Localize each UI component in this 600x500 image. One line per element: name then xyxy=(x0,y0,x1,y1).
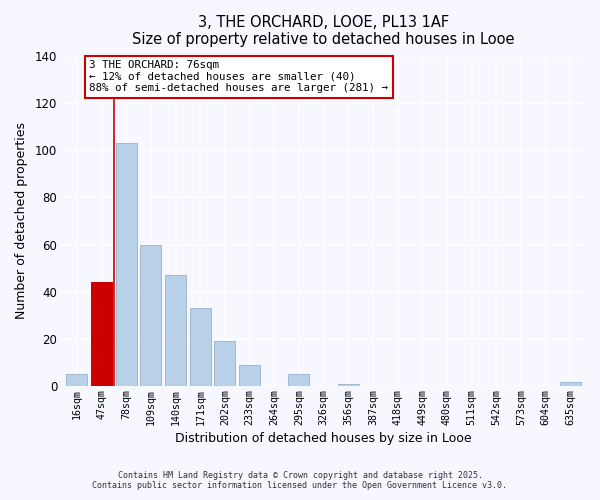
Bar xyxy=(239,365,260,386)
Bar xyxy=(165,275,186,386)
Bar xyxy=(289,374,310,386)
Bar xyxy=(91,282,112,387)
X-axis label: Distribution of detached houses by size in Looe: Distribution of detached houses by size … xyxy=(175,432,472,445)
Text: 3 THE ORCHARD: 76sqm
← 12% of detached houses are smaller (40)
88% of semi-detac: 3 THE ORCHARD: 76sqm ← 12% of detached h… xyxy=(89,60,388,94)
Bar xyxy=(140,244,161,386)
Y-axis label: Number of detached properties: Number of detached properties xyxy=(15,122,28,320)
Bar xyxy=(560,382,581,386)
Bar xyxy=(338,384,359,386)
Bar xyxy=(190,308,211,386)
Bar xyxy=(67,374,88,386)
Bar xyxy=(214,342,235,386)
Title: 3, THE ORCHARD, LOOE, PL13 1AF
Size of property relative to detached houses in L: 3, THE ORCHARD, LOOE, PL13 1AF Size of p… xyxy=(133,15,515,48)
Text: Contains HM Land Registry data © Crown copyright and database right 2025.
Contai: Contains HM Land Registry data © Crown c… xyxy=(92,470,508,490)
Bar xyxy=(116,143,137,386)
